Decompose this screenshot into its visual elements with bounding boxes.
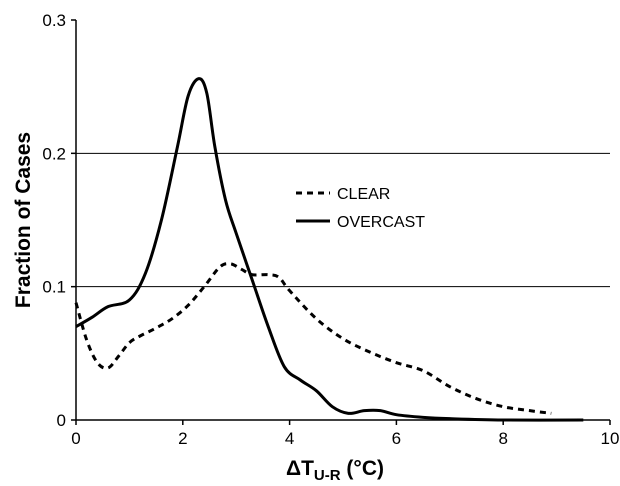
y-tick-label: 0.2 [42,144,66,163]
y-tick-label: 0.1 [42,278,66,297]
legend-box [292,180,440,234]
x-tick-label: 2 [178,429,187,448]
x-tick-label: 10 [601,429,620,448]
x-tick-label: 8 [498,429,507,448]
x-axis-title: ΔTU-R (°C) [286,457,384,484]
legend: CLEAR OVERCAST [292,180,440,234]
series-line-clear [74,262,552,415]
y-tick-label: 0 [57,411,66,430]
legend-label-overcast: OVERCAST [337,214,425,231]
tick-labels: 0 0.1 0.2 0.3 0 2 4 6 8 10 [42,11,619,448]
x-tick-label: 0 [71,429,80,448]
x-tick-label: 4 [285,429,294,448]
axes [71,19,611,425]
grid-lines [76,152,610,288]
y-axis-title: Fraction of Cases [12,132,35,308]
series-line-overcast [75,77,584,422]
y-tick-label: 0.3 [42,11,66,30]
x-tick-label: 6 [392,429,401,448]
legend-label-clear: CLEAR [337,186,390,203]
series-lines [74,77,584,422]
